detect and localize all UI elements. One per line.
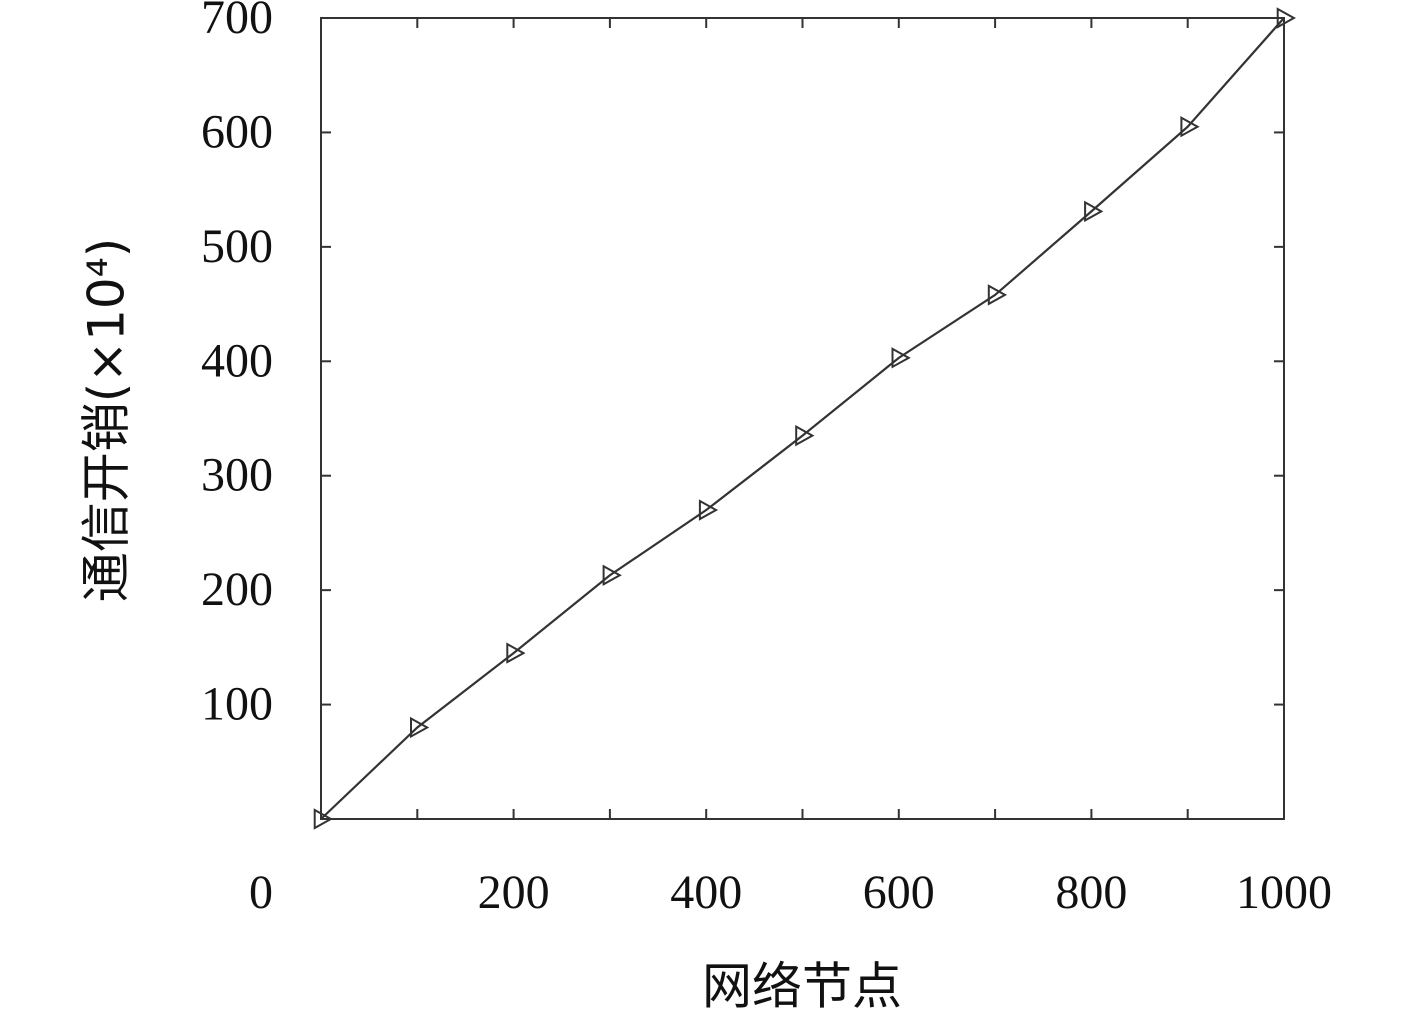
y-axis-title: 通信开销(×10⁴): [78, 238, 136, 603]
x-tick-label: 0: [249, 866, 273, 919]
data-point: [1276, 7, 1296, 29]
data-point: [410, 716, 430, 739]
data-point: [506, 642, 526, 664]
data-point: [698, 499, 719, 521]
data-line: [320, 17, 1285, 820]
data-point: [987, 284, 1008, 306]
y-tick-label: 400: [201, 334, 273, 387]
x-tick-label: 200: [478, 866, 550, 919]
y-tick-label: 300: [201, 449, 273, 502]
plot-frame: [320, 17, 1285, 820]
x-axis-title: 网络节点: [702, 958, 902, 1016]
data-point: [1180, 116, 1200, 138]
data-point: [795, 424, 815, 447]
data-point: [602, 564, 622, 586]
x-tick-label: 800: [1055, 866, 1127, 919]
data-point: [313, 808, 333, 830]
data-point: [891, 347, 911, 369]
y-tick-label: 200: [201, 563, 273, 616]
x-tick-label: 400: [670, 866, 742, 919]
y-tick-label: 700: [201, 0, 273, 44]
x-tick-label: 1000: [1236, 866, 1332, 919]
y-tick-label: 100: [201, 678, 273, 731]
y-tick-label: 600: [201, 105, 273, 158]
data-point: [1084, 200, 1104, 223]
y-tick-label: 500: [201, 220, 273, 273]
x-tick-label: 600: [863, 866, 935, 919]
